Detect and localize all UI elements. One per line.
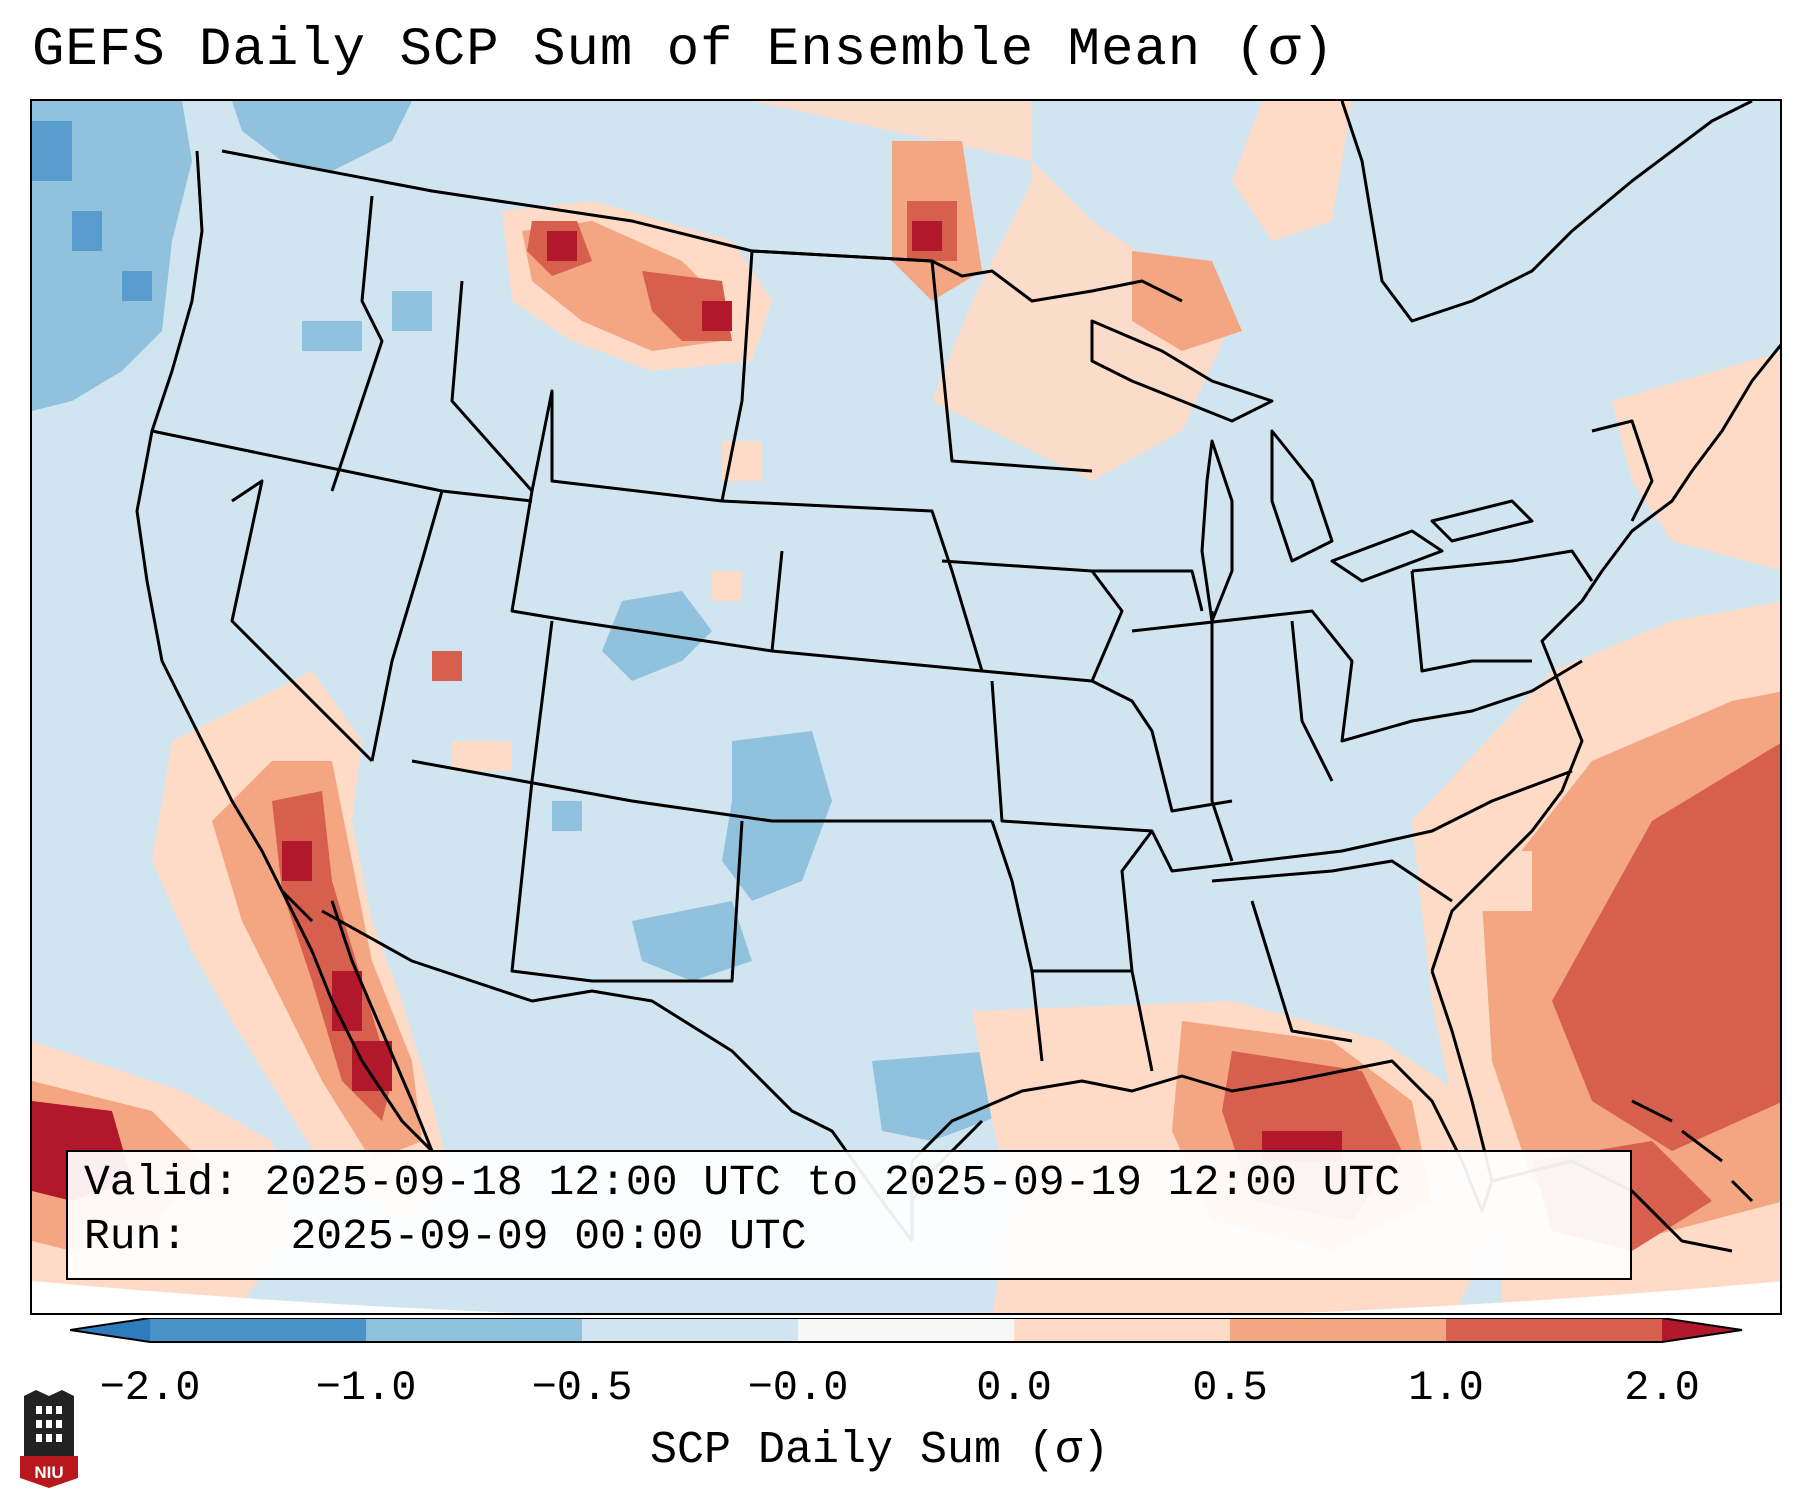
baja-coastline bbox=[280, 890, 434, 1153]
pacific-coastline bbox=[135, 150, 314, 923]
colorbar-outline bbox=[70, 1318, 1743, 1343]
niu-logo: NIU bbox=[20, 1390, 78, 1488]
southwest-negative-anomaly bbox=[552, 591, 1012, 1141]
state-line bbox=[990, 680, 1573, 873]
state-line bbox=[411, 759, 992, 823]
lake-huron bbox=[1270, 429, 1334, 563]
colorbar-tick: 1.0 bbox=[1408, 1364, 1484, 1412]
state-line bbox=[990, 820, 1154, 973]
state-line bbox=[1210, 611, 1234, 862]
state-line bbox=[230, 479, 374, 763]
lake-michigan bbox=[1200, 439, 1234, 623]
projection-edge bbox=[32, 1281, 1780, 1313]
niu-shield bbox=[20, 1456, 78, 1488]
colorbar-tick: −0.5 bbox=[531, 1364, 633, 1412]
boundary-lines bbox=[135, 101, 1780, 1253]
tower-windows bbox=[36, 1406, 62, 1442]
colorbar-tick: −2.0 bbox=[99, 1364, 201, 1412]
pacific-nw-strong-negative bbox=[32, 121, 152, 301]
state-line bbox=[1092, 569, 1204, 612]
colorbar-tick: 0.0 bbox=[976, 1364, 1052, 1412]
map-panel bbox=[30, 99, 1782, 1315]
colorbar-bin-2 bbox=[366, 1318, 582, 1342]
colorbar-label: SCP Daily Sum (σ) bbox=[650, 1425, 1110, 1476]
anomaly-map bbox=[32, 101, 1780, 1313]
colorbar-bin-7 bbox=[1446, 1318, 1662, 1342]
info-box: Valid: 2025-09-18 12:00 UTC to 2025-09-1… bbox=[66, 1150, 1632, 1280]
state-line bbox=[1131, 609, 1583, 743]
colorbar-bin-low-extend bbox=[70, 1318, 150, 1342]
state-line bbox=[370, 490, 444, 762]
state-line bbox=[1211, 859, 1453, 903]
state-line bbox=[1591, 419, 1654, 522]
colorbar-bin-high-extend bbox=[1662, 1318, 1742, 1342]
niu-logo-text: NIU bbox=[34, 1463, 63, 1482]
colorbar-tick: −1.0 bbox=[315, 1364, 417, 1412]
colorbar-bin-1 bbox=[150, 1318, 366, 1342]
state-line bbox=[1030, 900, 1353, 1072]
valid-value: 2025-09-18 12:00 UTC to 2025-09-19 12:00… bbox=[264, 1158, 1401, 1207]
state-line bbox=[721, 499, 984, 673]
run-label: Run: bbox=[84, 1212, 188, 1261]
state-line bbox=[1091, 679, 1233, 813]
lake-ontario bbox=[1430, 499, 1534, 543]
colorbar-tick: −0.0 bbox=[747, 1364, 849, 1412]
montana-positive-anomaly bbox=[502, 201, 772, 371]
lake-erie bbox=[1330, 529, 1444, 583]
state-line bbox=[941, 559, 1124, 683]
state-line bbox=[510, 620, 744, 983]
canada-coastline bbox=[1340, 101, 1753, 323]
run-value: 2025-09-09 00:00 UTC bbox=[290, 1212, 807, 1261]
state-line bbox=[1410, 570, 1532, 673]
state-line bbox=[510, 490, 784, 653]
valid-label: Valid: bbox=[84, 1158, 239, 1207]
atlantic-coastline bbox=[1430, 343, 1780, 972]
bahamas-coastline bbox=[1631, 1099, 1754, 1203]
canada-border bbox=[221, 149, 1183, 303]
state-line bbox=[751, 249, 1093, 473]
colorbar-bin-3 bbox=[582, 1318, 798, 1342]
colorbar bbox=[70, 1318, 1743, 1343]
colorbar-tick: 2.0 bbox=[1624, 1364, 1700, 1412]
colorbar-bin-6 bbox=[1230, 1318, 1446, 1342]
state-line bbox=[1411, 549, 1594, 582]
colorbar-bin-4 bbox=[798, 1318, 1014, 1342]
colorbar-tick: 0.5 bbox=[1192, 1364, 1268, 1412]
chart-title: GEFS Daily SCP Sum of Ensemble Mean (σ) bbox=[32, 20, 1335, 81]
state-line bbox=[450, 250, 754, 503]
state-line bbox=[330, 195, 384, 492]
lake-superior bbox=[1090, 319, 1274, 423]
state-line bbox=[1290, 620, 1334, 782]
colorbar-bin-5 bbox=[1014, 1318, 1230, 1342]
